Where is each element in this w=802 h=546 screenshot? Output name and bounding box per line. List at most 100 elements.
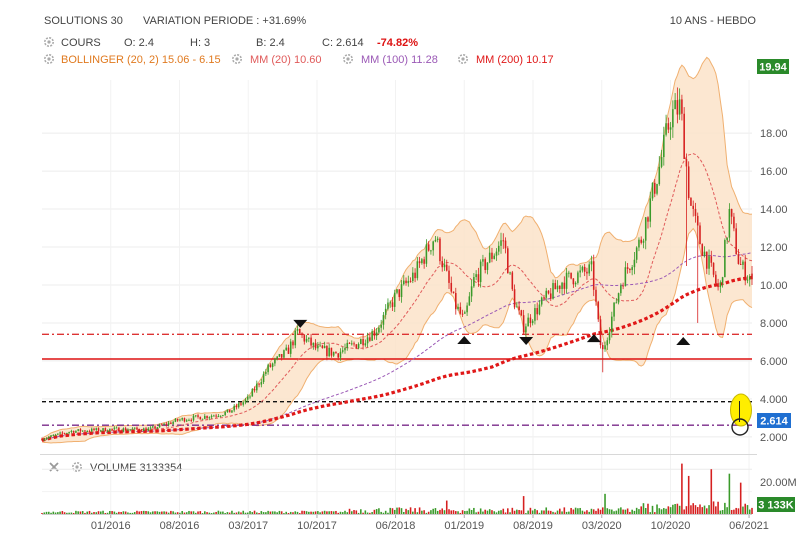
volume-bar — [701, 507, 704, 514]
candle-body — [721, 277, 724, 283]
candle-body — [540, 297, 543, 305]
candle-body — [235, 405, 238, 408]
candle-body — [751, 273, 753, 280]
volume-bar — [658, 508, 661, 514]
volume-bar — [226, 512, 229, 514]
candle-body — [75, 430, 77, 433]
candle-body — [213, 415, 215, 417]
candle-body — [649, 198, 652, 222]
bollinger-gear-icon[interactable] — [44, 54, 54, 64]
candle-body — [156, 427, 159, 429]
mm20-gear-icon[interactable] — [232, 54, 242, 64]
annotations — [293, 319, 691, 345]
candle-body — [744, 261, 747, 281]
volume-bar — [314, 511, 317, 514]
candle-body — [624, 267, 627, 287]
candle-body — [192, 415, 195, 421]
volume-bar — [667, 506, 670, 514]
candle-body — [371, 331, 373, 341]
volume-bar — [620, 507, 622, 514]
candle-body — [635, 247, 638, 260]
candle-body — [495, 251, 498, 256]
volume-bar — [192, 511, 195, 514]
candle-body — [520, 310, 523, 316]
volume-bar — [396, 507, 398, 514]
volume-close-icon[interactable] — [49, 462, 59, 472]
candle-body — [552, 283, 554, 299]
candle-body — [568, 272, 570, 274]
mm100-gear-icon[interactable] — [343, 54, 353, 64]
candle-body — [172, 421, 174, 424]
volume-bar — [477, 511, 480, 514]
volume-bar — [283, 513, 285, 514]
candle-body — [674, 100, 676, 110]
volume-bar — [391, 508, 394, 514]
candle-body — [531, 320, 534, 324]
volume-gear-icon[interactable] — [72, 462, 82, 472]
volume-bar — [310, 511, 312, 514]
candle-body — [317, 345, 319, 349]
candle-body — [457, 306, 459, 310]
volume-bar — [183, 512, 186, 514]
candle-body — [339, 351, 342, 358]
mm200-gear-icon[interactable] — [458, 54, 468, 64]
volume-bar — [274, 511, 276, 514]
volume-bar — [233, 512, 235, 514]
volume-bar — [210, 513, 213, 514]
annotation-arrow — [519, 336, 534, 345]
volume-bar — [326, 511, 328, 514]
candle-body — [258, 383, 260, 385]
candle-body — [678, 99, 681, 115]
volume-bar — [513, 510, 516, 514]
volume-bar — [344, 510, 346, 514]
volume-bar — [599, 509, 602, 514]
volume-bar — [595, 510, 597, 514]
volume-bar — [328, 511, 330, 514]
candle-body — [57, 433, 59, 435]
volume-bar — [228, 512, 231, 514]
candle-body — [276, 356, 278, 360]
candle-body — [705, 251, 708, 269]
candle-body — [416, 261, 419, 279]
gear-icon[interactable] — [44, 37, 54, 47]
volume-bar — [694, 505, 697, 514]
candle-body — [504, 240, 507, 249]
volume-bar — [402, 511, 405, 514]
volume-bar — [246, 512, 249, 514]
volume-bar — [387, 512, 389, 514]
candle-body — [131, 428, 134, 430]
x-tick-label: 03/2020 — [582, 520, 622, 532]
candle-body — [529, 317, 532, 324]
volume-bar — [540, 510, 543, 514]
candle-body — [606, 340, 609, 346]
candle-body — [355, 344, 358, 349]
volume-bar — [482, 511, 484, 514]
volume-bar — [72, 512, 75, 514]
candle-body — [104, 428, 107, 432]
candle-body — [667, 123, 670, 130]
volume-bar — [486, 510, 489, 514]
candle-body — [579, 270, 581, 273]
candle-body — [601, 345, 604, 350]
volume-bar — [647, 503, 649, 514]
candle-body — [287, 347, 290, 354]
candle-body — [563, 282, 566, 289]
candle-body — [690, 197, 692, 206]
volume-bar — [529, 507, 532, 514]
candle-body — [301, 333, 303, 336]
candle-body — [653, 182, 656, 194]
candle-body — [595, 289, 597, 302]
volume-bar — [68, 512, 70, 514]
volume-bar — [237, 511, 240, 514]
instrument-title: SOLUTIONS 30 — [44, 15, 123, 27]
volume-bar — [518, 509, 520, 514]
volume-bar — [287, 512, 290, 514]
candle-body — [658, 166, 661, 185]
volume-bar — [522, 496, 525, 514]
volume-bar — [484, 509, 486, 514]
volume-bar — [611, 509, 613, 514]
volume-bar — [450, 510, 453, 514]
volume-bar — [224, 513, 226, 514]
candle-body — [730, 208, 733, 217]
candle-body — [233, 405, 235, 411]
